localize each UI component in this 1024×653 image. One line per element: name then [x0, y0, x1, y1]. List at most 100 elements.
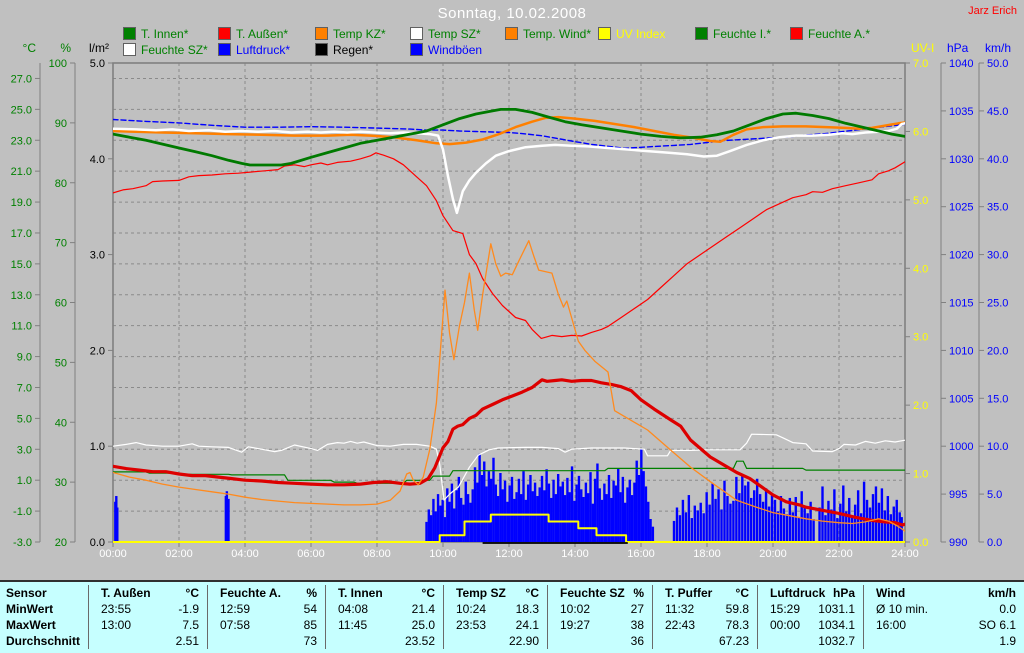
watermark-author: Jarz Erich	[968, 5, 1017, 17]
cell-time: 16:00	[876, 618, 907, 632]
cell-value: 23.52	[404, 634, 435, 648]
cell-value: 0.0	[999, 602, 1016, 616]
legend-label: Feuchte SZ*	[141, 42, 208, 57]
axis-tick-label: 3.0	[913, 332, 928, 344]
x-axis-label: 06:00	[297, 548, 325, 560]
cell-value: 38	[630, 618, 644, 632]
x-axis-label: 00:00	[99, 548, 127, 560]
table-cell-t-au-en: T. Außen °C	[88, 585, 207, 601]
cell-value: °C	[185, 586, 199, 600]
x-axis-label: 20:00	[759, 548, 787, 560]
axis-tick-label: 19.0	[11, 197, 32, 209]
legend-item-feuchte-i-: Feuchte I.*	[695, 27, 771, 41]
axis-tick-label: 5.0	[987, 489, 1002, 501]
axis-tick-label: 1015	[949, 298, 973, 310]
legend-swatch	[123, 27, 136, 40]
cell-value: 21.4	[411, 602, 435, 616]
legend-swatch	[123, 43, 136, 56]
cell-value: %	[306, 586, 317, 600]
x-axis-label: 04:00	[231, 548, 259, 560]
axis-tick-label: 1.0	[90, 441, 105, 453]
series-layer	[113, 108, 905, 543]
cell-value: °C	[421, 586, 435, 600]
table-cell-t-au-en: 13:00 7.5	[88, 617, 207, 633]
cell-value: 54	[303, 602, 317, 616]
axis-tick-label: 30.0	[987, 250, 1008, 262]
axis-unit-label: l/m²	[89, 41, 109, 55]
table-cell-feuchte-sz: 19:27 38	[547, 617, 652, 633]
cell-time: 13:00	[101, 618, 132, 632]
table-cell-t-innen: T. Innen °C	[325, 585, 443, 601]
axis-unit-label: °C	[23, 41, 37, 55]
axis-tick-label: 1010	[949, 345, 973, 357]
legend-item-temp-wind-: Temp. Wind*	[505, 26, 592, 41]
cell-value: 27	[630, 602, 644, 616]
axis-tick-label: 0.0	[90, 537, 105, 549]
legend-label: UV Index	[616, 26, 666, 41]
legend-label: Temp. Wind*	[523, 26, 592, 41]
cell-time: Wind	[876, 586, 906, 600]
axis-l/m²: l/m² 5.0 4.0 3.0 2.0 1.0 0.0	[89, 41, 114, 549]
axis-tick-label: 25.0	[987, 298, 1008, 310]
series-Temp KZ	[113, 115, 905, 146]
x-axis-label: 14:00	[561, 548, 589, 560]
legend-item-t-au-en-: T. Außen*	[218, 26, 289, 41]
legend-label: Regen*	[333, 42, 374, 57]
cell-value: 1034.1	[818, 618, 855, 632]
table-cell-temp-sz: 10:24 18.3	[443, 601, 547, 617]
cell-time: T. Puffer	[665, 586, 713, 600]
cell-value: %	[633, 586, 644, 600]
cell-value: 22.90	[508, 634, 539, 648]
table-cell-t-au-en: 23:55 -1.9	[88, 601, 207, 617]
legend-swatch	[218, 27, 231, 40]
table-cell-feuchte-sz: Feuchte SZ%	[547, 585, 652, 601]
legend-swatch	[410, 43, 423, 56]
axis-tick-label: 21.0	[11, 166, 32, 178]
cell-value: °C	[525, 586, 539, 600]
axis-tick-label: 11.0	[11, 321, 32, 333]
series-Feuchte SZ	[113, 433, 905, 501]
axis-tick-label: 17.0	[11, 228, 32, 240]
table-cell-luftdruck: Luftdruck hPa	[757, 585, 863, 601]
cell-value: hPa	[832, 586, 855, 600]
stats-table: Sensor T. Außen °C Feuchte A.% T. Innen °C Tem…	[0, 580, 1024, 653]
legend-swatch	[315, 27, 328, 40]
cell-value: -1.9	[178, 602, 199, 616]
axis-tick-label: 90	[55, 118, 67, 130]
cell-time: Feuchte A.	[220, 586, 281, 600]
axis-tick-label: 1.0	[913, 469, 928, 481]
legend-item-uv-index: UV Index	[598, 26, 666, 41]
legend-swatch	[505, 27, 518, 40]
cell-time: 15:29	[770, 602, 801, 616]
x-axis-label: 16:00	[627, 548, 655, 560]
weather-chart: °C 27.0 25.0 23.0 21.0 19.0 17.0 15.0 13.0 11.0 9.…	[11, 41, 1011, 560]
table-cell-t-puffer: 22:43 78.3	[652, 617, 757, 633]
cell-time: 22:43	[665, 618, 696, 632]
table-row: MaxWert 13:00 7.5 07:58 85 11:45 25.0 23:53 24.1…	[0, 617, 1024, 633]
table-cell-feuchte-a-: Feuchte A.%	[207, 585, 325, 601]
table-cell-wind: 16:00 SO 6.1	[863, 617, 1024, 633]
cell-time: T. Innen	[338, 586, 383, 600]
cell-time: 07:58	[220, 618, 251, 632]
cell-value: °C	[735, 586, 749, 600]
table-cell-feuchte-a-: 73	[207, 633, 325, 649]
axis-tick-label: 80	[55, 178, 67, 190]
cell-time: 11:45	[338, 618, 368, 632]
cell-time: Feuchte SZ	[560, 586, 625, 600]
axis-tick-label: 60	[55, 298, 67, 310]
axis-tick-label: 4.0	[90, 154, 105, 166]
axis-tick-label: 70	[55, 238, 67, 250]
cell-value: 78.3	[725, 618, 749, 632]
table-cell-t-puffer: 11:32 59.8	[652, 601, 757, 617]
cell-time: 12:59	[220, 602, 251, 616]
axis-tick-label: 990	[949, 537, 967, 549]
axis-hPa: hPa 1040 1035 1030 1025 1020 1015 1010 1005 1000 9…	[940, 41, 973, 549]
series-UV Index	[113, 513, 905, 543]
axis-%: % 100 90 80 70 60 50 40 30 20	[49, 41, 76, 549]
cell-value: 7.5	[182, 618, 199, 632]
x-axis-label: 12:00	[495, 548, 523, 560]
legend-label: T. Außen*	[236, 26, 289, 41]
axis-tick-label: 50	[55, 357, 67, 369]
cell-time: Luftdruck	[770, 586, 826, 600]
